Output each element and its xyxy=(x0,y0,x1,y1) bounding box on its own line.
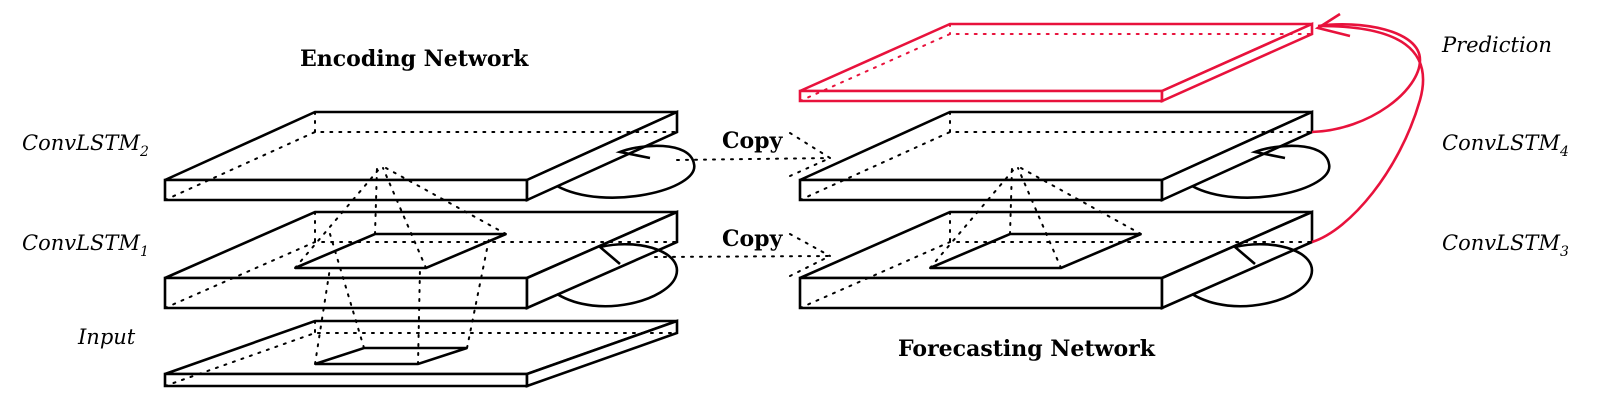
convlstm3-recurrent-loop xyxy=(1191,242,1314,308)
prediction-arrowhead xyxy=(1314,12,1351,38)
forecasting-network-title: Forecasting Network xyxy=(898,336,1156,362)
convlstm3-to-prediction-link xyxy=(1311,24,1425,244)
convlstm2-label: ConvLSTM2 xyxy=(22,131,149,160)
convlstm2-recurrent-loop xyxy=(556,144,696,199)
convlstm4-layer-slab xyxy=(798,109,1331,203)
convlstm1-label: ConvLSTM1 xyxy=(22,231,149,260)
prediction-layer-slab xyxy=(798,21,1314,104)
encoding-network-title: Encoding Network xyxy=(300,46,529,72)
convlstm4-label: ConvLSTM4 xyxy=(1442,131,1569,160)
copy-label-top: Copy xyxy=(722,128,784,154)
convlstm2-layer-slab xyxy=(163,109,696,203)
copy-connection-bottom xyxy=(654,233,831,277)
forecasting-receptive-field-projections xyxy=(929,167,1142,269)
convlstm4-recurrent-loop xyxy=(1191,144,1331,199)
convlstm1-recurrent-loop xyxy=(556,242,679,308)
convlstm4-to-prediction-link xyxy=(1311,23,1422,134)
convlstm3-layer-slab xyxy=(798,210,1314,310)
convlstm1-layer-slab xyxy=(163,210,679,310)
input-layer-slab xyxy=(163,319,679,388)
convlstm3-label: ConvLSTM3 xyxy=(1442,231,1569,260)
copy-label-bottom: Copy xyxy=(722,226,784,252)
input-label: Input xyxy=(77,325,136,349)
prediction-label: Prediction xyxy=(1441,33,1552,57)
encoding-receptive-field-projections xyxy=(294,167,507,365)
copy-connection-top xyxy=(676,132,831,177)
